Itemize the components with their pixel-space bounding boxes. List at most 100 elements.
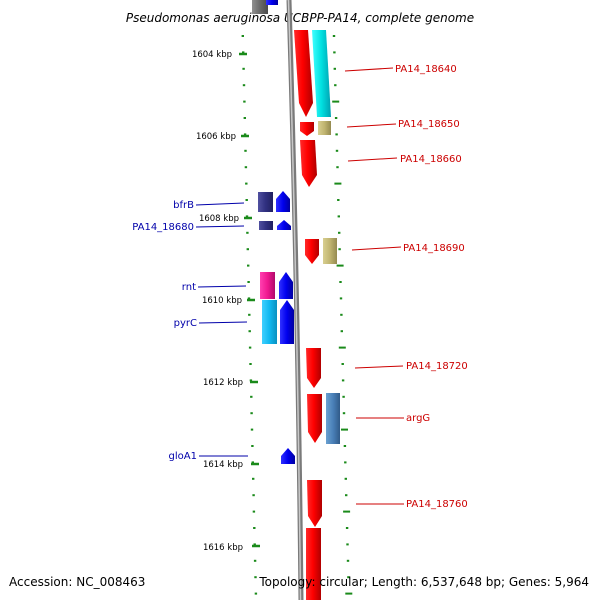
ruler-dot <box>247 264 250 267</box>
ruler-dot <box>253 559 257 562</box>
kbp-label: 1606 kbp <box>196 132 236 142</box>
gene-block-navy <box>259 221 273 230</box>
gene-block-pink <box>260 272 275 299</box>
ruler-dot <box>252 510 256 513</box>
gene-leader-line <box>354 365 404 369</box>
ruler-dot <box>253 543 256 546</box>
gene-label-pa14-18650: PA14_18650 <box>398 119 460 130</box>
ruler-dot <box>346 543 349 546</box>
kbp-label: 1604 kbp <box>192 50 232 60</box>
ruler-dot <box>334 182 342 185</box>
ruler-dot <box>341 428 348 431</box>
ruler-dot <box>246 248 249 251</box>
gene-arrow-red <box>305 239 319 264</box>
ruler-dot <box>243 117 246 119</box>
right-strand-features <box>294 30 340 600</box>
gene-leader-line <box>351 246 402 251</box>
gene-leader-line <box>195 202 245 206</box>
ruler-dot <box>346 559 350 562</box>
kbp-label: 1614 kbp <box>203 460 243 470</box>
left-gene-labels: bfrB PA14_18680 rnt pyrC gloA1 <box>132 200 248 462</box>
ruler-dot <box>248 330 251 333</box>
ruler-dot <box>339 297 343 300</box>
ruler-dot <box>243 133 247 136</box>
gene-arrow-red <box>306 348 321 388</box>
ruler-dot <box>345 527 349 529</box>
ruler-dot <box>245 182 248 185</box>
ruler-dot <box>245 215 249 218</box>
gene-leader-line <box>197 285 247 288</box>
gene-label-gloa1: gloA1 <box>169 451 197 462</box>
ruler-dot <box>250 395 253 398</box>
ruler-dot <box>243 100 246 103</box>
gene-label-pa14-18760: PA14_18760 <box>406 499 468 510</box>
gene-block-red <box>306 528 321 600</box>
gene-arrow-red <box>307 480 322 527</box>
ruler-dot <box>340 313 343 316</box>
kbp-label: 1608 kbp <box>199 214 239 224</box>
gene-block-navy <box>258 192 273 212</box>
map-title: Pseudomonas aeruginosa UCBPP-PA14, compl… <box>126 11 474 25</box>
ruler-dot <box>335 133 338 136</box>
ruler-dot <box>343 510 351 513</box>
ruler-dot <box>335 149 339 152</box>
ruler-dot <box>333 51 336 54</box>
ruler-dot <box>338 346 346 349</box>
ruler-dot <box>334 117 338 119</box>
right-ruler-dots <box>332 35 353 595</box>
right-gene-labels: PA14_18640 PA14_18650 PA14_18660 PA14_18… <box>344 64 468 510</box>
kbp-label: 1616 kbp <box>203 543 243 553</box>
gene-leader-line <box>347 157 398 162</box>
ruler-dot <box>249 363 252 365</box>
ruler-dot <box>252 494 255 497</box>
ruler-dot <box>342 395 345 398</box>
ruler-dot <box>245 199 248 201</box>
gene-block-khaki <box>323 238 337 264</box>
ruler-dot <box>247 281 250 283</box>
gene-arrow-blue <box>279 272 293 299</box>
gene-block-cyan <box>312 30 331 117</box>
ruler-dot <box>338 248 341 251</box>
ruler-dot <box>344 477 347 480</box>
ruler-dot <box>246 231 249 234</box>
ruler-dot <box>341 379 345 382</box>
gene-leader-line <box>195 225 245 228</box>
gene-block-khaki <box>318 121 331 135</box>
feature-gray-partial <box>252 0 268 14</box>
gene-arrow-red <box>300 140 317 187</box>
kbp-label: 1610 kbp <box>202 296 242 306</box>
ruler-dot <box>247 297 251 300</box>
ruler-dot <box>337 199 340 201</box>
gene-arrow-red <box>294 30 313 117</box>
ruler-dot <box>248 313 251 316</box>
gene-leader-line <box>344 67 394 72</box>
ruler-dot <box>341 363 344 365</box>
ruler-dot <box>338 231 341 234</box>
ruler-dot <box>336 166 339 169</box>
gene-arrow-blue <box>281 448 295 464</box>
ruler-dot <box>244 166 248 169</box>
left-ruler-dots <box>241 35 258 595</box>
ruler-dot <box>344 461 347 464</box>
ruler-dot <box>254 576 257 579</box>
topology-text: Topology: circular; Length: 6,537,648 bp… <box>258 575 589 589</box>
gene-arrow-red <box>300 122 314 136</box>
gene-label-pa14-18660: PA14_18660 <box>400 154 462 165</box>
gene-arrow-blue <box>276 191 290 212</box>
ruler-dot <box>347 576 350 579</box>
ruler-dot <box>342 412 346 415</box>
ruler-dot <box>249 379 253 382</box>
ruler-dot <box>333 67 336 70</box>
ruler-dot <box>248 346 252 349</box>
gene-block-steel <box>326 393 340 444</box>
gene-label-pyrc: pyrC <box>174 318 197 329</box>
gene-label-rnt: rnt <box>182 282 196 293</box>
gene-label-pa14-18690: PA14_18690 <box>403 243 465 254</box>
gene-leader-line <box>198 321 248 324</box>
ruler-dot <box>250 428 254 431</box>
gene-label-pa14-18640: PA14_18640 <box>395 64 457 75</box>
gene-label-pa14-18720: PA14_18720 <box>406 361 468 372</box>
gene-label-bfrb: bfrB <box>173 200 194 211</box>
genome-backbone-highlight <box>287 0 302 600</box>
